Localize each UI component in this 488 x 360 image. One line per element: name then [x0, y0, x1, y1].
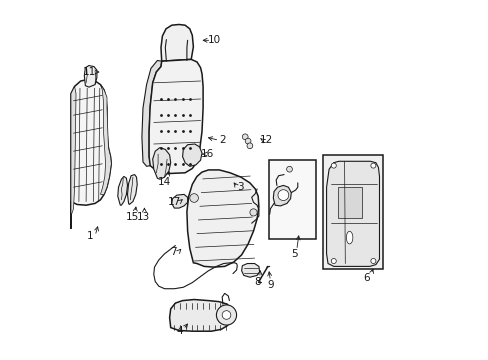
Text: 12: 12: [259, 135, 272, 145]
Bar: [322, 155, 383, 269]
Text: 15: 15: [126, 212, 139, 222]
Polygon shape: [127, 175, 137, 204]
Polygon shape: [101, 85, 111, 194]
Polygon shape: [186, 170, 258, 267]
Circle shape: [370, 258, 375, 264]
Polygon shape: [152, 148, 170, 179]
Text: 2: 2: [219, 135, 226, 145]
Text: 11: 11: [83, 67, 96, 77]
Circle shape: [242, 134, 247, 140]
Polygon shape: [71, 86, 76, 229]
Text: 1: 1: [87, 231, 94, 241]
Polygon shape: [161, 24, 193, 61]
Text: 13: 13: [137, 212, 150, 222]
Circle shape: [277, 190, 288, 201]
Polygon shape: [326, 161, 379, 266]
Polygon shape: [169, 300, 231, 331]
Text: 7: 7: [169, 247, 176, 257]
Polygon shape: [142, 60, 162, 166]
Polygon shape: [118, 176, 127, 205]
Text: 16: 16: [201, 149, 214, 159]
Text: 4: 4: [176, 326, 183, 336]
Text: 3: 3: [237, 182, 244, 192]
Text: 8: 8: [253, 276, 260, 287]
Polygon shape: [149, 59, 203, 174]
Circle shape: [249, 209, 257, 216]
Polygon shape: [71, 79, 111, 229]
Bar: [268, 160, 315, 239]
Circle shape: [246, 143, 252, 149]
Circle shape: [286, 166, 292, 172]
Polygon shape: [84, 66, 97, 87]
Circle shape: [216, 305, 236, 325]
Circle shape: [222, 311, 230, 319]
Polygon shape: [241, 264, 259, 277]
Text: 17: 17: [167, 197, 181, 207]
Polygon shape: [182, 144, 202, 166]
Text: 5: 5: [290, 249, 297, 259]
Polygon shape: [171, 194, 187, 208]
Circle shape: [330, 163, 336, 168]
Text: 14: 14: [158, 177, 171, 187]
Polygon shape: [273, 185, 291, 206]
Text: 10: 10: [207, 35, 220, 45]
Circle shape: [244, 138, 250, 144]
Text: 6: 6: [363, 273, 369, 283]
Ellipse shape: [346, 231, 352, 244]
Text: 9: 9: [266, 280, 273, 290]
Circle shape: [189, 194, 198, 202]
Bar: [337, 187, 361, 218]
Circle shape: [370, 163, 375, 168]
Circle shape: [330, 258, 336, 264]
